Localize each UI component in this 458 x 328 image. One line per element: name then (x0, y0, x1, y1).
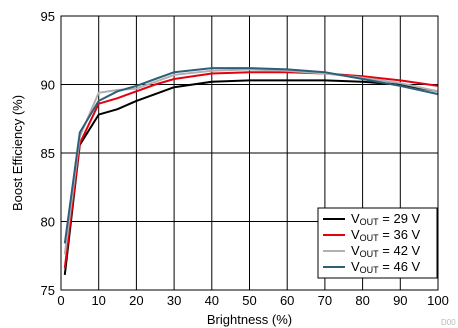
x-tick-label: 90 (393, 293, 407, 308)
x-tick-label: 0 (57, 293, 64, 308)
y-tick-label: 95 (41, 9, 55, 24)
x-tick-labels: 0 10 20 30 40 50 60 70 80 90 100 (57, 293, 448, 308)
y-tick-label: 80 (41, 215, 55, 230)
x-tick-label: 40 (205, 293, 219, 308)
figure-id-watermark: D00 (441, 318, 456, 327)
x-tick-label: 30 (167, 293, 181, 308)
x-tick-label: 10 (91, 293, 105, 308)
x-tick-label: 20 (129, 293, 143, 308)
y-tick-labels: 75 80 85 90 95 (41, 9, 55, 298)
y-tick-label: 85 (41, 146, 55, 161)
y-axis-title: Boost Efficiency (%) (10, 95, 25, 211)
x-tick-label: 60 (280, 293, 294, 308)
x-axis-title: Brightness (%) (207, 312, 292, 327)
y-tick-label: 75 (41, 283, 55, 298)
x-tick-label: 70 (318, 293, 332, 308)
x-tick-label: 50 (242, 293, 256, 308)
x-tick-label: 80 (355, 293, 369, 308)
y-tick-label: 90 (41, 78, 55, 93)
x-tick-label: 100 (427, 293, 449, 308)
